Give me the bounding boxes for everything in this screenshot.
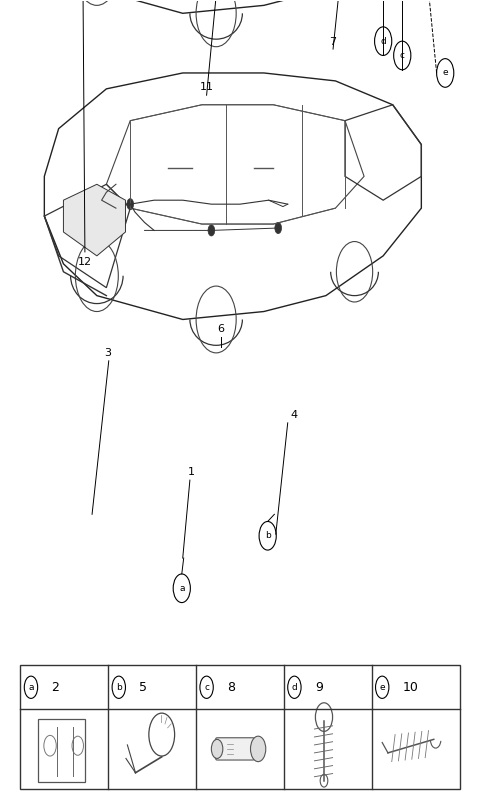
- Circle shape: [211, 740, 223, 758]
- Text: 9: 9: [315, 681, 323, 693]
- Polygon shape: [63, 184, 125, 256]
- Text: 6: 6: [217, 324, 225, 334]
- Text: c: c: [204, 683, 209, 692]
- Text: 7: 7: [329, 37, 336, 47]
- Text: b: b: [116, 683, 121, 692]
- Circle shape: [208, 225, 215, 236]
- Text: e: e: [443, 69, 448, 77]
- Circle shape: [275, 223, 281, 234]
- Text: 3: 3: [104, 348, 111, 358]
- Circle shape: [127, 199, 133, 210]
- Text: 10: 10: [403, 681, 419, 693]
- Text: 2: 2: [51, 681, 60, 693]
- Circle shape: [251, 737, 266, 761]
- Text: 11: 11: [200, 82, 214, 92]
- FancyBboxPatch shape: [215, 738, 255, 760]
- Text: e: e: [379, 683, 385, 692]
- Text: a: a: [28, 683, 34, 692]
- Text: c: c: [400, 51, 405, 60]
- Text: 12: 12: [78, 258, 92, 267]
- Text: d: d: [380, 37, 386, 45]
- Text: d: d: [291, 683, 297, 692]
- Text: b: b: [265, 531, 271, 540]
- Text: 1: 1: [188, 467, 195, 477]
- Text: 4: 4: [290, 410, 297, 421]
- Text: a: a: [179, 584, 184, 593]
- Text: 5: 5: [139, 681, 147, 693]
- Text: 8: 8: [227, 681, 235, 693]
